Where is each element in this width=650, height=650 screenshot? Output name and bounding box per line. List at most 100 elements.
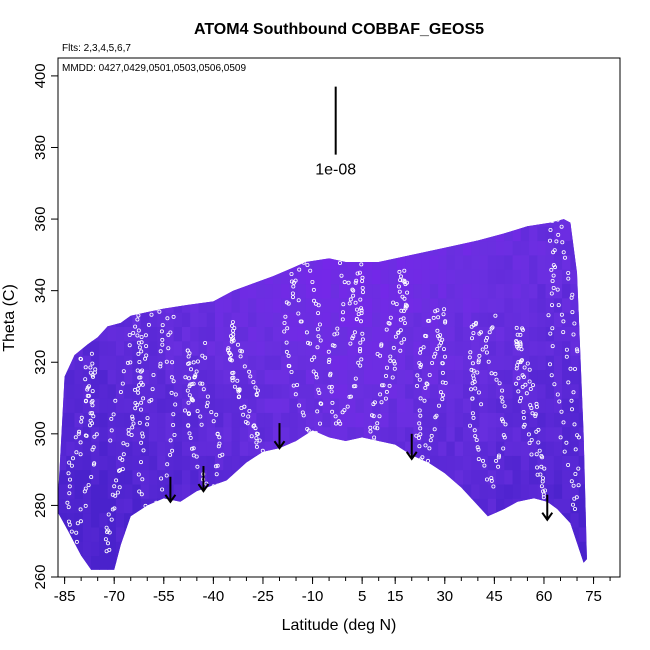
field-cell <box>421 340 431 356</box>
field-cell <box>463 426 472 442</box>
field-cell <box>165 412 175 428</box>
field-cell <box>157 526 167 542</box>
field-cell <box>74 498 84 514</box>
flight-point <box>549 291 554 296</box>
field-cell <box>297 326 307 342</box>
flight-point <box>93 367 98 372</box>
field-cell <box>256 219 266 227</box>
field-cell <box>297 219 307 227</box>
field-cell <box>148 541 158 557</box>
field-cell <box>553 526 563 542</box>
field-cell <box>223 483 233 499</box>
field-cell <box>182 469 191 485</box>
field-cell <box>140 219 150 227</box>
field-cell <box>587 527 596 542</box>
field-cell <box>330 483 340 499</box>
flight-point <box>140 434 145 439</box>
field-cell <box>322 340 332 356</box>
field-cell <box>372 498 381 514</box>
flight-point <box>173 402 178 407</box>
field-cell <box>281 512 290 528</box>
flight-point <box>476 457 481 462</box>
flight-point <box>576 466 581 471</box>
field-cell <box>562 483 571 499</box>
field-cell <box>82 312 92 327</box>
field-cell <box>289 312 299 327</box>
field-cell <box>182 326 191 342</box>
flight-point <box>390 375 395 380</box>
flight-point <box>297 403 302 408</box>
flight-point <box>187 431 192 436</box>
flight-point <box>487 330 492 335</box>
field-cell <box>322 355 332 370</box>
theta-field <box>58 219 596 570</box>
flight-point <box>226 346 231 351</box>
field-cell <box>256 312 266 327</box>
field-cell <box>132 555 142 570</box>
field-cell <box>322 512 332 528</box>
flight-point <box>566 380 571 385</box>
flight-point <box>84 433 89 438</box>
field-cell <box>363 283 373 299</box>
field-cell <box>58 512 67 528</box>
flight-point <box>74 450 79 455</box>
flight-point <box>205 394 210 399</box>
field-cell <box>446 498 456 514</box>
field-cell <box>239 369 249 385</box>
field-cell <box>82 240 92 256</box>
field-cell <box>438 526 448 542</box>
field-cell <box>297 469 307 485</box>
flight-point <box>388 358 393 363</box>
field-cell <box>438 297 448 313</box>
field-cell <box>198 426 208 442</box>
field-cell <box>504 326 514 342</box>
field-cell <box>388 254 398 270</box>
field-cell <box>578 455 587 471</box>
field-cell <box>256 340 266 356</box>
field-cell <box>413 426 423 442</box>
scale-bar-label: 1e-08 <box>315 162 356 179</box>
field-cell <box>148 326 158 342</box>
field-cell <box>429 469 439 485</box>
field-cell <box>248 469 257 485</box>
field-cell <box>463 526 472 542</box>
field-cell <box>132 226 142 242</box>
field-cell <box>74 326 84 342</box>
field-cell <box>140 240 150 256</box>
field-cell <box>330 455 340 471</box>
field-cell <box>413 383 423 399</box>
field-cell <box>148 340 158 356</box>
flight-point <box>396 284 401 289</box>
field-cell <box>429 369 439 385</box>
field-cell <box>570 541 580 557</box>
field-cell <box>529 455 538 471</box>
flight-point <box>405 290 410 295</box>
field-cell <box>182 340 191 356</box>
field-cell <box>496 483 505 499</box>
flight-point <box>357 270 362 275</box>
field-cell <box>124 498 133 514</box>
field-cell <box>413 297 423 313</box>
field-cell <box>140 226 150 242</box>
flight-point <box>254 431 259 436</box>
flight-point <box>570 310 575 315</box>
field-cell <box>570 254 580 270</box>
flight-point <box>502 435 507 440</box>
field-cell <box>305 326 315 342</box>
field-cell <box>380 326 390 342</box>
field-cell <box>553 498 563 514</box>
field-cell <box>206 455 216 471</box>
field-cell <box>173 226 183 242</box>
flight-point <box>348 341 353 346</box>
field-cell <box>206 498 216 514</box>
wind-arrow-head <box>405 451 418 461</box>
field-cell <box>272 483 282 499</box>
field-cell <box>248 326 257 342</box>
field-cell <box>471 441 481 456</box>
field-cell <box>438 498 448 514</box>
field-cell <box>438 555 448 570</box>
field-cell <box>330 412 340 428</box>
field-cell <box>148 219 158 227</box>
field-cell <box>297 483 307 499</box>
flight-point <box>351 293 356 298</box>
